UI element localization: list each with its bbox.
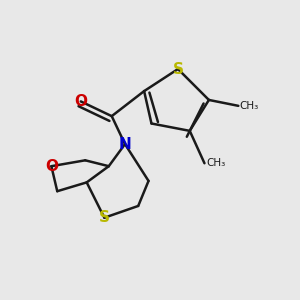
Text: CH₃: CH₃: [240, 101, 259, 111]
Text: S: S: [172, 61, 184, 76]
Text: S: S: [99, 210, 110, 225]
Text: O: O: [45, 159, 58, 174]
Text: CH₃: CH₃: [206, 158, 225, 168]
Text: O: O: [74, 94, 87, 109]
Text: N: N: [118, 136, 131, 152]
